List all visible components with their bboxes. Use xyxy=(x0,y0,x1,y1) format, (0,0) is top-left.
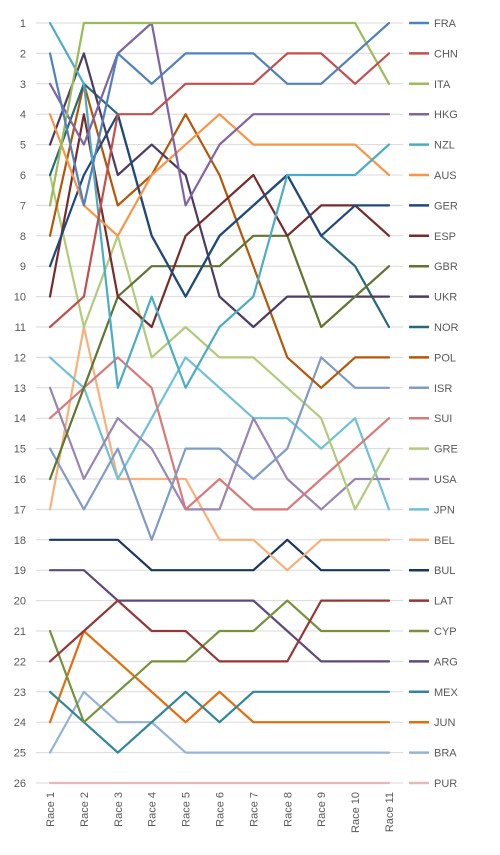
series-line-cyp xyxy=(48,599,391,724)
y-tick-label: 25 xyxy=(14,748,26,760)
y-tick-label: 13 xyxy=(14,383,26,395)
legend-label-ger: GER xyxy=(434,200,458,212)
series-line-arg xyxy=(48,569,391,663)
legend-label-bra: BRA xyxy=(434,748,457,760)
legend-label-pol: POL xyxy=(434,352,456,364)
y-tick-label: 4 xyxy=(20,109,26,121)
x-tick-label: Race 11 xyxy=(384,792,396,832)
series-line-bel xyxy=(48,325,391,572)
series-line-mex xyxy=(48,690,391,754)
legend-label-pur: PUR xyxy=(434,778,457,790)
legend-label-isr: ISR xyxy=(434,383,452,395)
y-tick-label: 10 xyxy=(14,292,26,304)
series-line-ita xyxy=(48,21,391,207)
series-line-hkg xyxy=(48,21,391,207)
x-tick-label: Race 9 xyxy=(316,792,328,827)
y-tick-label: 23 xyxy=(14,687,26,699)
legend-label-jpn: JPN xyxy=(434,504,455,516)
legend-label-usa: USA xyxy=(434,474,457,486)
series-line-bul xyxy=(48,538,391,572)
series-line-ger xyxy=(48,113,391,298)
y-tick-label: 22 xyxy=(14,656,26,668)
y-tick-label: 24 xyxy=(14,717,26,729)
series-line-esp xyxy=(48,113,391,329)
series-line-fra xyxy=(48,21,391,207)
legend-label-lat: LAT xyxy=(434,596,454,608)
x-tick-label: Race 8 xyxy=(282,792,294,827)
y-tick-label: 19 xyxy=(14,565,26,577)
y-tick-label: 18 xyxy=(14,535,26,547)
series-line-nzl xyxy=(48,21,391,389)
series-line-ukr xyxy=(48,52,391,329)
series-line-usa xyxy=(48,386,391,511)
legend-label-cyp: CYP xyxy=(434,626,457,638)
x-tick-label: Race 4 xyxy=(147,792,159,827)
series-line-pol xyxy=(48,82,391,389)
legend-label-fra: FRA xyxy=(434,18,457,30)
x-tick-label: Race 10 xyxy=(350,792,362,833)
x-tick-label: Race 7 xyxy=(248,792,260,827)
series-line-gbr xyxy=(48,234,391,481)
gridlines xyxy=(36,22,403,784)
x-tick-label: Race 5 xyxy=(181,792,193,827)
legend-label-esp: ESP xyxy=(434,231,456,243)
legend-label-sui: SUI xyxy=(434,413,452,425)
legend-label-nzl: NZL xyxy=(434,140,455,152)
y-tick-label: 16 xyxy=(14,474,26,486)
y-tick-label: 3 xyxy=(20,79,26,91)
series-lines xyxy=(48,21,391,785)
series-line-chn xyxy=(48,52,391,329)
legend-label-hkg: HKG xyxy=(434,109,458,121)
y-tick-label: 5 xyxy=(20,140,26,152)
series-line-lat xyxy=(48,599,391,663)
x-tick-label: Race 6 xyxy=(215,792,227,827)
legend: FRA CHN ITA HKG NZL AUS GER ESP GBR UKR NOR POL ISR S… xyxy=(409,18,459,790)
series-line-bra xyxy=(48,690,391,754)
y-tick-label: 21 xyxy=(14,626,26,638)
legend-label-arg: ARG xyxy=(434,656,458,668)
y-axis-ticks: 1234567891011121314151617181920212223242… xyxy=(14,18,26,790)
legend-label-bul: BUL xyxy=(434,565,455,577)
y-tick-label: 2 xyxy=(20,48,26,60)
x-tick-label: Race 3 xyxy=(113,792,125,827)
legend-label-ita: ITA xyxy=(434,79,451,91)
series-line-gre xyxy=(48,173,391,511)
legend-label-aus: AUS xyxy=(434,170,457,182)
y-tick-label: 26 xyxy=(14,778,26,790)
y-tick-label: 6 xyxy=(20,170,26,182)
legend-label-ukr: UKR xyxy=(434,292,457,304)
y-tick-label: 8 xyxy=(20,231,26,243)
y-tick-label: 9 xyxy=(20,261,26,273)
series-line-sui xyxy=(48,356,391,511)
legend-label-bel: BEL xyxy=(434,535,455,547)
y-tick-label: 17 xyxy=(14,504,26,516)
series-line-isr xyxy=(48,356,391,541)
series-line-aus xyxy=(48,113,391,237)
y-tick-label: 1 xyxy=(20,18,26,30)
y-tick-label: 20 xyxy=(14,596,26,608)
legend-label-jun: JUN xyxy=(434,717,455,729)
legend-label-mex: MEX xyxy=(434,687,459,699)
y-tick-label: 12 xyxy=(14,352,26,364)
series-line-jpn xyxy=(48,356,391,511)
legend-label-nor: NOR xyxy=(434,322,459,334)
y-tick-label: 11 xyxy=(15,322,26,334)
y-tick-label: 15 xyxy=(14,444,26,456)
y-tick-label: 7 xyxy=(20,200,26,212)
x-axis-ticks: Race 1 Race 2 Race 3 Race 4 Race 5 Race 6 Race… xyxy=(45,792,396,833)
legend-label-gre: GRE xyxy=(434,444,458,456)
series-line-jun xyxy=(48,629,391,724)
legend-label-chn: CHN xyxy=(434,48,458,60)
x-tick-label: Race 1 xyxy=(45,792,57,827)
y-tick-label: 14 xyxy=(14,413,26,425)
x-tick-label: Race 2 xyxy=(79,792,91,827)
legend-label-gbr: GBR xyxy=(434,261,458,273)
